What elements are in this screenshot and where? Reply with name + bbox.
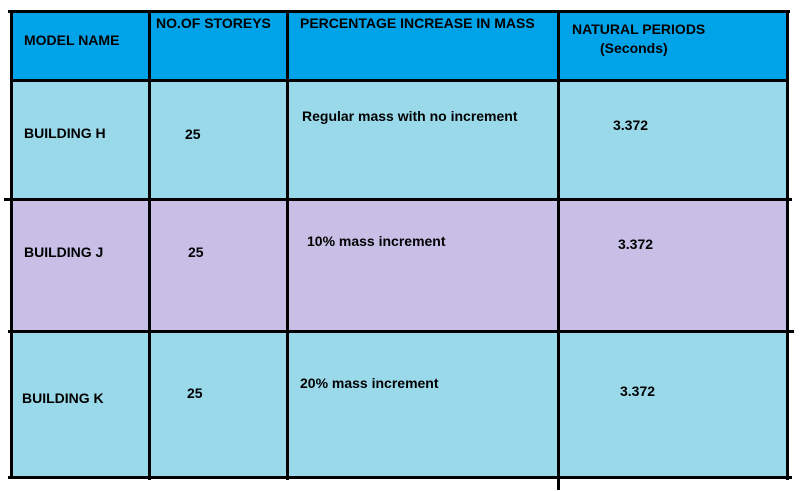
table-header-divider xyxy=(10,79,788,82)
header-mass-increase: PERCENTAGE INCREASE IN MASS xyxy=(300,15,535,31)
row-storeys: 25 xyxy=(188,244,204,260)
header-model-name: MODEL NAME xyxy=(24,32,120,48)
row-mass-increase: Regular mass with no increment xyxy=(302,108,518,124)
table-row-background xyxy=(12,332,787,479)
table-column-divider xyxy=(148,10,151,480)
header-natural-periods-unit: (Seconds) xyxy=(600,40,668,56)
row-mass-increase: 10% mass increment xyxy=(307,233,446,249)
table-border-bottom xyxy=(8,476,792,479)
row-storeys: 25 xyxy=(185,126,201,142)
header-storeys: NO.OF STOREYS xyxy=(156,15,271,31)
table-border-top xyxy=(8,10,790,13)
table-border-left xyxy=(10,10,13,478)
table-border-right xyxy=(786,10,789,480)
table-column-divider xyxy=(286,10,289,480)
row-storeys: 25 xyxy=(187,385,203,401)
row-model-name: BUILDING H xyxy=(24,125,106,141)
row-model-name: BUILDING K xyxy=(22,390,104,406)
row-natural-period: 3.372 xyxy=(618,236,654,252)
table-row-background xyxy=(12,200,787,332)
table-column-divider xyxy=(557,10,560,490)
row-model-name: BUILDING J xyxy=(24,244,104,260)
table-row-divider xyxy=(8,330,794,333)
table-row-background xyxy=(12,80,787,200)
row-natural-period: 3.372 xyxy=(613,117,649,133)
table-header-background xyxy=(12,12,787,80)
row-mass-increase: 20% mass increment xyxy=(300,375,439,391)
header-natural-periods: NATURAL PERIODS xyxy=(572,21,706,37)
row-natural-period: 3.372 xyxy=(620,383,656,399)
table-row-divider xyxy=(4,198,792,201)
